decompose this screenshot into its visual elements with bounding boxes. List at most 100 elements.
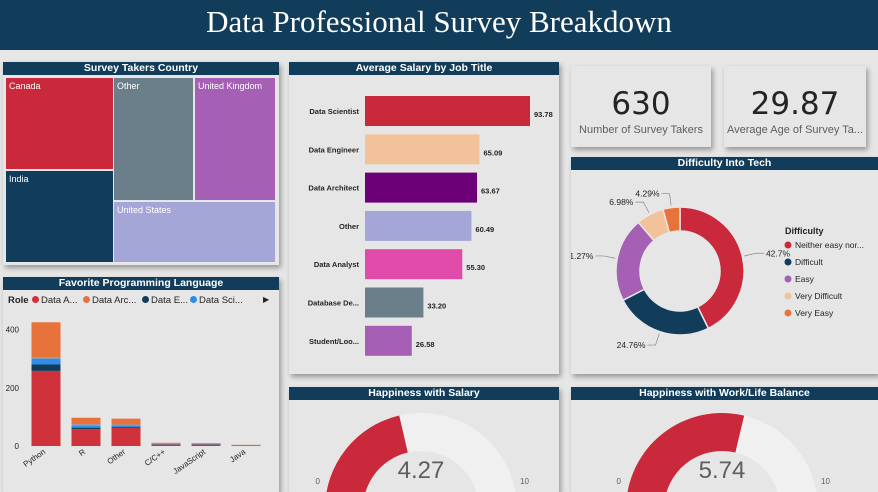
treemap-label: Other bbox=[117, 81, 140, 91]
happy-balance-panel-title: Happiness with Work/Life Balance bbox=[571, 387, 878, 400]
x-tick-label: C/C++ bbox=[143, 447, 167, 468]
gauge-value: 4.27 bbox=[398, 457, 445, 484]
stacked-bar-segment[interactable] bbox=[71, 417, 101, 425]
category-label: Data Architect bbox=[308, 184, 359, 193]
y-tick-label: 200 bbox=[6, 384, 20, 393]
treemap-cell[interactable] bbox=[114, 78, 193, 200]
stacked-bar-segment[interactable] bbox=[71, 425, 101, 428]
stacked-bar-segment[interactable] bbox=[111, 418, 141, 425]
legend-label[interactable]: Easy bbox=[795, 274, 815, 284]
data-label: 63.67 bbox=[481, 187, 500, 196]
leader-line bbox=[647, 333, 660, 346]
legend-dot-icon bbox=[784, 258, 792, 266]
category-label: Student/Loo... bbox=[309, 337, 359, 346]
survey-takers-value: 630 bbox=[611, 86, 671, 122]
salary-bar[interactable] bbox=[365, 210, 472, 241]
legend-dot-icon bbox=[784, 275, 792, 283]
salary-panel: Average Salary by Job Title Data Scienti… bbox=[289, 62, 559, 374]
salary-bar[interactable] bbox=[365, 134, 480, 165]
salary-bar[interactable] bbox=[365, 172, 478, 203]
leader-line bbox=[744, 252, 764, 257]
donut-data-label: 21.27% bbox=[571, 251, 594, 261]
legend-title: Role bbox=[8, 295, 29, 306]
salary-bar[interactable] bbox=[365, 96, 530, 126]
legend-item[interactable]: Data A... bbox=[32, 295, 77, 306]
treemap-label: Canada bbox=[9, 81, 41, 91]
stacked-bar-segment[interactable] bbox=[111, 427, 141, 446]
stacked-bar-segment[interactable] bbox=[31, 322, 61, 358]
category-label: Data Engineer bbox=[309, 145, 360, 154]
legend-item[interactable]: Data E... bbox=[142, 295, 188, 306]
chevron-right-icon[interactable]: ▶ bbox=[263, 295, 270, 304]
country-treemap: Canada India Other United Kingdom United Sta… bbox=[6, 78, 275, 262]
data-label: 26.58 bbox=[416, 340, 435, 349]
donut-slice[interactable] bbox=[662, 206, 681, 234]
language-panel: Favorite Programming Language Role Data … bbox=[3, 277, 279, 492]
x-tick-label: R bbox=[77, 447, 87, 458]
salary-bar[interactable] bbox=[365, 249, 463, 280]
legend-dot-icon bbox=[190, 296, 197, 303]
leader-line bbox=[595, 255, 616, 259]
stacked-bar-segment[interactable] bbox=[111, 427, 141, 428]
happy-balance-panel: Happiness with Work/Life Balance 5.74 0 10 bbox=[571, 387, 878, 492]
stacked-bar-segment[interactable] bbox=[71, 424, 101, 426]
category-label: Data Scientist bbox=[309, 107, 359, 116]
donut-data-label: 6.98% bbox=[609, 197, 634, 207]
legend-dot-icon bbox=[142, 296, 149, 303]
stacked-bar-segment[interactable] bbox=[231, 445, 261, 446]
legend-label[interactable]: Very Easy bbox=[795, 308, 834, 318]
stacked-bar-segment[interactable] bbox=[191, 444, 221, 446]
y-tick-label: 0 bbox=[15, 442, 20, 451]
survey-takers-label: Number of Survey Takers bbox=[579, 124, 703, 136]
legend-item[interactable]: Data Arc... bbox=[83, 295, 136, 306]
data-label: 60.49 bbox=[475, 225, 494, 234]
treemap-cell[interactable] bbox=[6, 78, 113, 169]
stacked-bar-segment[interactable] bbox=[151, 444, 181, 446]
legend-dot-icon bbox=[784, 309, 792, 317]
data-label: 55.30 bbox=[466, 263, 485, 272]
difficulty-donut-chart: 42.7% 24.76% 21.27% 6.98%4.29% Difficulty Nei… bbox=[571, 189, 864, 350]
donut-slice[interactable] bbox=[622, 288, 710, 336]
gauge-fill bbox=[326, 415, 408, 492]
legend-dot-icon bbox=[784, 241, 792, 249]
gauge-fill bbox=[627, 413, 745, 492]
stacked-bar-segment[interactable] bbox=[151, 442, 181, 444]
data-label: 65.09 bbox=[484, 148, 503, 157]
category-label: Data Analyst bbox=[314, 260, 360, 269]
stacked-bar-segment[interactable] bbox=[31, 364, 61, 371]
donut-slice[interactable] bbox=[679, 206, 745, 330]
legend-label[interactable]: Very Difficult bbox=[795, 291, 843, 301]
treemap-cell[interactable] bbox=[6, 171, 113, 262]
legend-label[interactable]: Difficult bbox=[795, 257, 823, 267]
salary-panel-title: Average Salary by Job Title bbox=[289, 62, 559, 75]
stacked-bar-segment[interactable] bbox=[31, 370, 61, 446]
stacked-bar-segment[interactable] bbox=[191, 443, 221, 444]
stacked-bar-segment[interactable] bbox=[31, 357, 61, 359]
legend-dot-icon bbox=[32, 296, 39, 303]
treemap-label: United Kingdom bbox=[198, 81, 262, 91]
data-label: 33.20 bbox=[427, 302, 446, 311]
stacked-bar-segment[interactable] bbox=[111, 424, 141, 426]
legend-item[interactable]: Data Sci... bbox=[190, 295, 243, 306]
stacked-bar-segment[interactable] bbox=[71, 427, 101, 430]
legend-dot-icon bbox=[83, 296, 90, 303]
gauge-min-label: 0 bbox=[617, 477, 622, 486]
difficulty-panel-title: Difficulty Into Tech bbox=[571, 157, 878, 170]
average-age-value: 29.87 bbox=[750, 86, 840, 122]
stacked-bar-segment[interactable] bbox=[111, 425, 141, 428]
language-panel-title: Favorite Programming Language bbox=[3, 277, 279, 290]
category-label: Other bbox=[339, 222, 359, 231]
stacked-bar-segment[interactable] bbox=[31, 358, 61, 365]
language-stacked-bar-chart: 0 200 400 Python R Other C/C++ JavaScript Java bbox=[6, 322, 261, 476]
legend-label[interactable]: Neither easy nor... bbox=[795, 240, 864, 250]
stacked-bar-segment[interactable] bbox=[71, 429, 101, 446]
salary-bar[interactable] bbox=[365, 325, 412, 356]
page-title: Data Professional Survey Breakdown bbox=[0, 0, 878, 50]
gauge-max-label: 10 bbox=[520, 477, 529, 486]
happy-salary-panel-title: Happiness with Salary bbox=[289, 387, 559, 400]
salary-bar[interactable] bbox=[365, 287, 424, 318]
treemap-cell[interactable] bbox=[114, 202, 275, 262]
x-tick-label: Java bbox=[228, 447, 247, 464]
treemap-cell[interactable] bbox=[195, 78, 275, 200]
gauge-min-label: 0 bbox=[316, 477, 321, 486]
